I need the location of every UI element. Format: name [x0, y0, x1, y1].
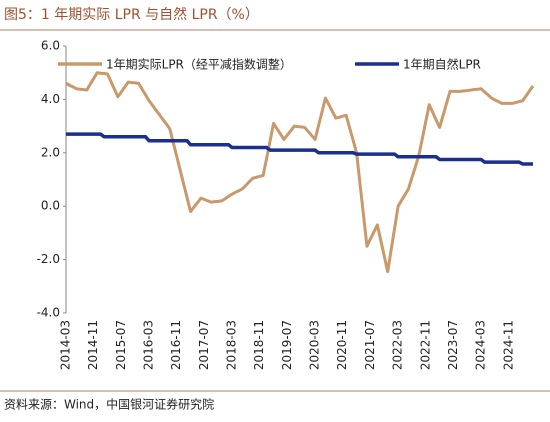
y-tick-label: -2.0 [37, 252, 60, 266]
x-tick-label: 2022-11 [418, 320, 432, 370]
x-tick-label: 2022-03 [391, 320, 405, 370]
x-tick-label: 2016-11 [169, 320, 183, 370]
x-tick-label: 2024-03 [474, 320, 488, 370]
x-tick-label: 2021-07 [363, 320, 377, 370]
legend-label: 1年期实际LPR（经平减指数调整） [106, 57, 292, 72]
series-line [66, 132, 533, 166]
x-tick-label: 2019-07 [280, 320, 294, 370]
y-tick-label: -4.0 [37, 306, 60, 320]
x-tick-label: 2020-03 [308, 320, 322, 370]
x-tick-label: 2018-11 [252, 320, 266, 370]
x-tick-label: 2015-07 [114, 320, 128, 370]
x-tick-label: 2020-11 [335, 320, 349, 370]
y-tick-label: 4.0 [41, 92, 60, 106]
y-tick-label: 6.0 [41, 39, 60, 53]
x-tick-label: 2016-03 [142, 320, 156, 370]
chart-title: 图5：1 年期实际 LPR 与自然 LPR（%） [4, 6, 259, 23]
y-tick-label: 2.0 [41, 145, 60, 159]
x-tick-label: 2024-11 [501, 320, 515, 370]
x-tick-label: 2014-03 [59, 320, 73, 370]
x-tick-label: 2018-03 [225, 320, 239, 370]
series-line [65, 71, 535, 274]
x-tick-label: 2014-11 [86, 320, 100, 370]
x-tick-label: 2023-07 [446, 320, 460, 370]
legend-label: 1年期自然LPR [403, 57, 481, 72]
y-tick-label: 0.0 [41, 199, 60, 213]
x-tick-label: 2017-07 [197, 320, 211, 370]
source-note: 资料来源：Wind，中国银河证券研究院 [4, 397, 214, 412]
